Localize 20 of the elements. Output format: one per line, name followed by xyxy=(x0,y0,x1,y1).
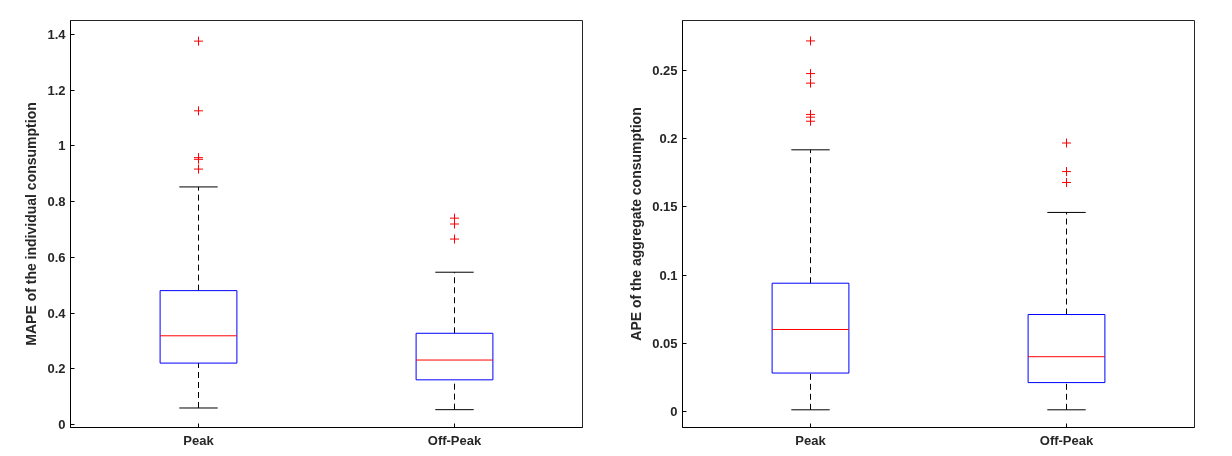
y-tick-label: 0.6 xyxy=(47,249,66,265)
y-tick-label: 0.8 xyxy=(47,194,66,210)
y-tick-label: 0.1 xyxy=(659,267,678,283)
y-tick-label: 0 xyxy=(58,417,66,433)
y-tick-label: 1.4 xyxy=(47,26,67,42)
y-tick-label: 0.15 xyxy=(652,199,678,215)
y-tick-label: 0.25 xyxy=(652,63,678,79)
y-axis-title: APE of the aggregate consumption xyxy=(628,107,645,341)
x-tick-label: Peak xyxy=(183,432,215,448)
y-tick-label: 0 xyxy=(670,403,678,419)
x-tick-label: Off-Peak xyxy=(1039,432,1094,448)
y-tick-label: 1.2 xyxy=(47,82,66,98)
y-tick-label: 1 xyxy=(58,138,66,154)
y-tick-label: 0.4 xyxy=(47,305,67,321)
y-tick-label: 0.2 xyxy=(47,361,66,377)
y-axis-title: MAPE of the individual consumption xyxy=(23,102,40,346)
y-tick-label: 0.2 xyxy=(659,131,678,147)
y-tick-label: 0.05 xyxy=(652,335,678,351)
x-tick-label: Off-Peak xyxy=(427,432,482,448)
x-tick-label: Peak xyxy=(795,432,827,448)
